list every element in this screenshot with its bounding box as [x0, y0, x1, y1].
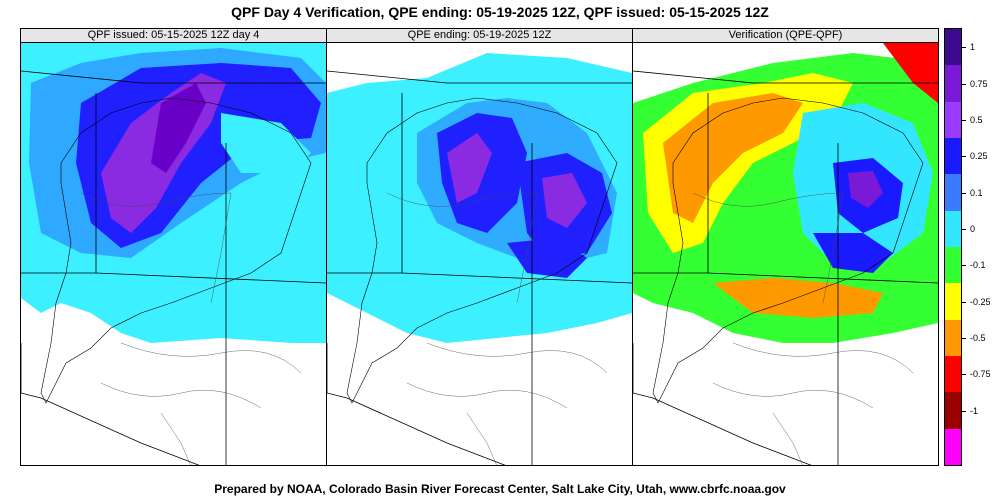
legend-label: 1: [970, 42, 976, 53]
legend-swatch: [945, 29, 961, 66]
map-verification: [633, 43, 938, 465]
legend-swatch: [945, 210, 961, 247]
river-lines: [692, 192, 914, 465]
basin-outline: [652, 97, 924, 404]
precip-very-heavy-east: [542, 173, 587, 228]
legend-label: -0.25: [970, 296, 991, 307]
legend-label: 0.25: [970, 151, 988, 162]
panel-qpe: QPE ending: 05-19-2025 12Z: [326, 28, 633, 466]
legend-swatch: [945, 428, 961, 465]
legend-swatch: [945, 392, 961, 429]
legend-swatch: [945, 283, 961, 320]
legend-tick: [962, 337, 966, 339]
legend-swatch: [945, 319, 961, 356]
legend-tick: [962, 119, 966, 121]
legend-label: 0.75: [970, 78, 988, 89]
panel-header-qpe: QPE ending: 05-19-2025 12Z: [327, 29, 632, 43]
legend-swatch: [945, 246, 961, 284]
legend-swatch: [945, 174, 961, 211]
diff-blue-south: [813, 233, 893, 273]
legend-tick: [962, 374, 966, 376]
legend-label: -0.75: [970, 369, 991, 380]
panel-qpf: QPF issued: 05-15-2025 12Z day 4: [20, 28, 327, 466]
legend-label: 0: [970, 223, 976, 234]
diff-red-corner: [883, 43, 938, 103]
legend-tick: [962, 156, 966, 158]
legend-tick: [962, 410, 966, 412]
legend-swatch: [945, 101, 961, 138]
river-lines: [80, 192, 302, 465]
diff-orange-south: [713, 278, 883, 318]
panel-verification: Verification (QPE-QPF): [632, 28, 939, 466]
state-borders: [21, 70, 326, 465]
basin-outline: [40, 97, 312, 404]
panel-header-qpf: QPF issued: 05-15-2025 12Z day 4: [21, 29, 326, 43]
legend-tick: [962, 192, 966, 194]
river-lines: [386, 192, 608, 465]
legend-label: -0.5: [970, 332, 986, 343]
diff-orange-area: [663, 93, 803, 223]
legend-tick: [962, 47, 966, 49]
legend-swatch: [945, 65, 961, 102]
panel-header-verification: Verification (QPE-QPF): [633, 29, 938, 43]
legend-label: 0.5: [970, 114, 983, 125]
page-title: QPF Day 4 Verification, QPE ending: 05-1…: [231, 4, 769, 20]
legend-swatch: [945, 137, 961, 175]
footer-credit: Prepared by NOAA, Colorado Basin River F…: [214, 482, 786, 496]
legend-tick: [962, 301, 966, 303]
map-qpf: [21, 43, 326, 465]
precip-patch-east: [221, 113, 311, 173]
legend-label: 0.1: [970, 187, 983, 198]
legend-swatch: [945, 355, 961, 393]
legend-label: -1: [970, 405, 979, 416]
state-borders: [327, 70, 632, 465]
diff-purple-patch: [848, 171, 883, 208]
map-qpe: [327, 53, 632, 465]
color-legend: [944, 28, 962, 466]
precip-heavy-south: [507, 238, 587, 278]
state-borders: [633, 70, 938, 465]
legend-label: -0.1: [970, 260, 986, 271]
legend-tick: [962, 83, 966, 85]
precip-very-heavy-area: [447, 133, 492, 203]
legend-tick: [962, 228, 966, 230]
legend-tick: [962, 265, 966, 267]
basin-outline: [346, 97, 618, 404]
precip-extreme-area: [151, 83, 206, 173]
